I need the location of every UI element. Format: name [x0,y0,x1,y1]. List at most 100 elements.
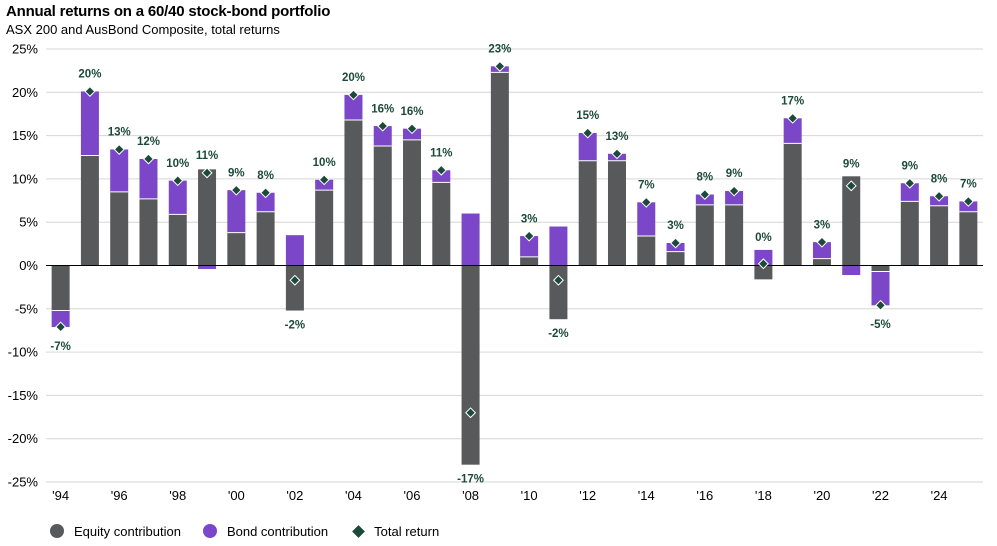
y-tick-label: -15% [8,388,39,403]
x-tick-label: '12 [579,488,596,503]
total-return-marker-2024 [933,190,945,202]
data-label-2021: 9% [843,158,860,170]
legend-equity-label: Equity contribution [74,523,181,539]
x-tick-label: '24 [931,488,948,503]
bond-bar-2002 [285,235,304,266]
equity-bar-1996 [110,191,129,266]
total-return-marker-2021 [845,180,857,192]
equity-bar-2022 [871,265,890,272]
total-return-marker-2007 [435,164,447,176]
equity-bar-2017 [725,204,744,266]
total-return-marker-2002 [289,274,301,286]
total-return-markers [55,60,974,419]
equity-bar-1998 [168,214,187,266]
bond-bar-2017 [725,191,744,205]
x-tick-label: '22 [872,488,889,503]
equity-bar-2003 [315,190,334,266]
equity-bar-2012 [578,160,597,266]
y-tick-label: 0% [19,258,38,273]
total-return-marker-2012 [582,127,594,139]
x-tick-label: '18 [755,488,772,503]
x-tick-label: '04 [345,488,362,503]
bond-bar-2006 [403,128,422,140]
equity-bar-2002 [285,265,304,311]
equity-bar-2021 [842,176,861,266]
total-return-marker-2017 [728,185,740,197]
data-label-2015: 3% [667,220,684,232]
total-return-marker-2022 [875,299,887,311]
data-label-2005: 16% [371,103,394,115]
data-label-2025: 7% [960,179,977,191]
equity-bar-1995 [80,155,99,266]
y-tick-label: 20% [12,85,38,100]
bond-bar-2019 [783,118,802,144]
legend-item-bond: Bond contribution [202,523,329,539]
data-label-2001: 8% [257,170,274,182]
equity-bar-1999 [198,169,217,266]
data-label-1994: -7% [50,341,70,353]
bond-bar-1994 [51,310,70,327]
total-return-marker-2006 [406,123,418,135]
equity-bar-2007 [432,182,451,266]
y-tick-label: -25% [8,475,39,490]
equity-bar-2019 [783,143,802,266]
data-label-2007: 11% [430,147,452,159]
total-return-marker-2004 [347,89,359,101]
equity-bar-2008 [461,265,480,465]
legend-item-equity: Equity contribution [50,524,181,539]
chart-subtitle: ASX 200 and AusBond Composite, total ret… [6,22,280,37]
data-label-2009: 23% [488,44,511,56]
total-return-marker-1998 [172,175,184,187]
total-return-marker-2020 [816,236,828,248]
bond-bar-2022 [871,271,890,306]
bond-bar-1996 [110,149,129,192]
equity-bar-2005 [373,145,392,266]
data-label-2011: -2% [548,328,568,340]
y-tick-label: -5% [15,301,39,316]
equity-bar-2004 [344,120,363,266]
equity-bar-2025 [959,211,978,266]
data-label-2000: 9% [228,167,245,179]
data-label-1996: 13% [108,127,131,139]
data-label-2013: 13% [605,131,628,143]
data-label-1997: 12% [137,136,160,148]
y-tick-label: -20% [8,431,39,446]
x-tick-label: '16 [696,488,713,503]
total-return-marker-2015 [670,237,682,249]
equity-bar-2000 [227,232,246,266]
x-tick-label: '14 [638,488,655,503]
x-tick-label: '00 [228,488,245,503]
x-tick-label: '08 [462,488,479,503]
bond-bar-2020 [812,242,831,259]
total-return-marker-1996 [113,143,125,155]
y-tick-label: -10% [8,345,39,360]
data-label-2018: 0% [755,232,772,244]
bond-bar-1999 [198,265,217,269]
equity-bar-1994 [51,265,70,311]
total-return-marker-1999 [201,167,213,179]
bond-bar-2011 [549,226,568,266]
legend-total-label: Total return [374,523,440,539]
data-label-2016: 8% [697,172,714,184]
y-tick-label: 15% [12,128,38,143]
equity-bar-2010 [520,256,539,266]
bond-bar-2010 [520,236,539,257]
equity-bar-2015 [666,251,685,266]
data-label-2010: 3% [521,213,538,225]
gridlines [46,48,983,483]
data-label-2022: -5% [870,319,890,331]
total-return-marker-1997 [142,153,154,165]
legend-bond-swatch [202,524,217,538]
legend-bond-label: Bond contribution [226,523,329,539]
total-return-marker-2019 [787,112,799,124]
equity-bar-2011 [549,265,568,320]
equity-bar-2013 [607,160,626,266]
total-return-marker-2001 [260,187,272,199]
bond-bar-2008 [461,213,480,266]
data-label-2004: 20% [342,72,365,84]
bond-bar-1995 [80,91,99,156]
y-axis-ticks: 25% 20% 15% 10% 5% 0% -5% -10% -15% -20% -25% [8,42,39,490]
bond-bar-2014 [637,202,656,237]
total-return-marker-2025 [962,195,974,207]
